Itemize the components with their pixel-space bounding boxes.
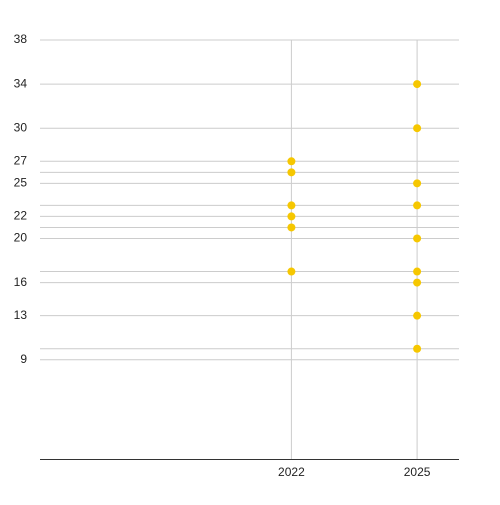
y-tick-label: 34 [14,76,28,90]
point [287,212,296,221]
point [413,201,422,210]
point [413,344,422,353]
y-tick-label: 25 [14,176,28,190]
point [287,168,296,177]
point [287,157,296,166]
point [287,267,296,276]
point [413,311,422,320]
point [287,223,296,232]
point [413,234,422,243]
y-tick-label: 27 [14,153,28,167]
point [413,267,422,276]
y-tick-label: 13 [14,308,28,322]
point [413,124,422,133]
y-tick-label: 16 [14,275,28,289]
x-tick-label: 2022 [278,465,305,479]
point [413,278,422,287]
y-tick-label: 30 [14,120,28,134]
y-tick-label: 9 [20,352,27,366]
y-tick-label: 38 [14,32,28,46]
y-tick-label: 20 [14,231,28,245]
x-tick-label: 2025 [404,465,431,479]
point [413,80,422,89]
y-tick-label: 22 [14,209,28,223]
point [413,179,422,188]
point [287,201,296,210]
